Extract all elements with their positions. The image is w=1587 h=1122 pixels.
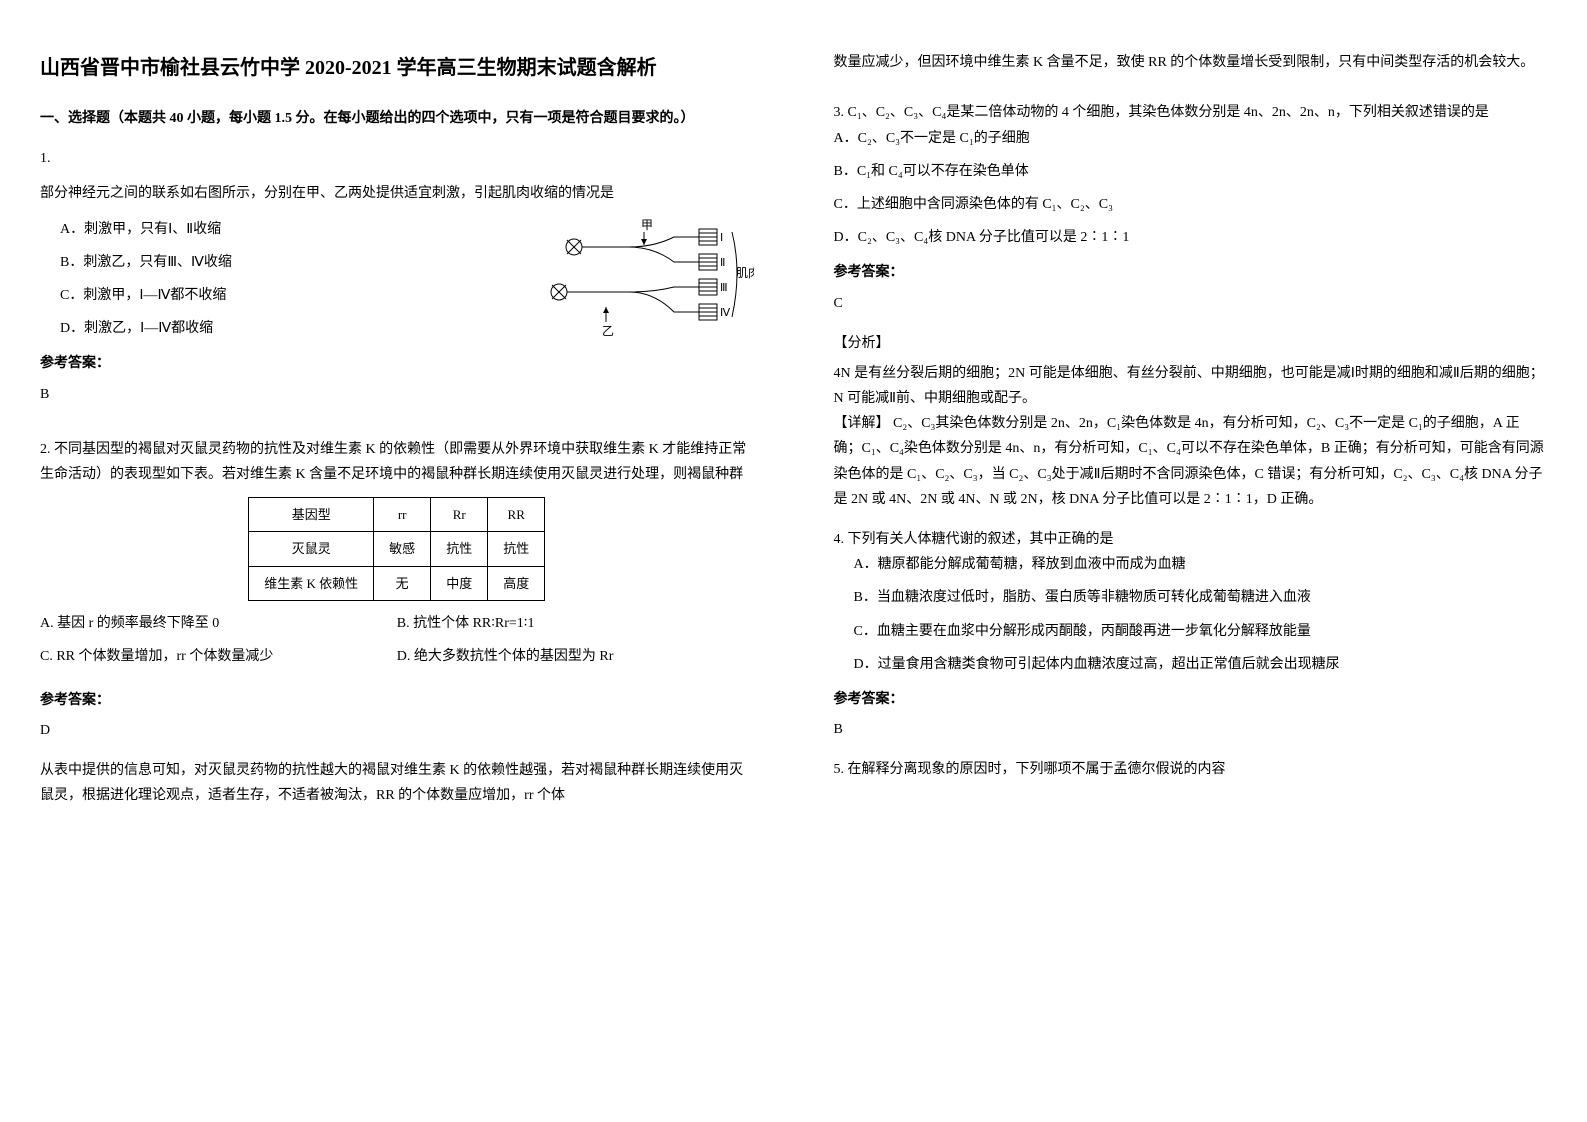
q2-table: 基因型 rr Rr RR 灭鼠灵 敏感 抗性 抗性 维生素 K 依赖性 无 中度…	[248, 497, 545, 601]
question-3-text: C₁、C₂、C₃、C₄是某二倍体动物的 4 个细胞，其染色体数分别是 4n、2n…	[848, 105, 1489, 120]
question-4: 4. 下列有关人体糖代谢的叙述，其中正确的是 A．糖原都能分解成葡萄糖，释放到血…	[834, 527, 1548, 742]
question-3-options: A．C₂、C₃不一定是 C₁的子细胞 B．C₁和 C₄可以不存在染色单体 C．上…	[834, 126, 1548, 251]
question-num-2: 2.	[40, 442, 51, 457]
question-1-text: 部分神经元之间的联系如右图所示，分别在甲、乙两处提供适宜刺激，引起肌肉收缩的情况…	[40, 181, 754, 206]
q3-analysis-label: 【分析】	[834, 331, 1548, 356]
svg-text:肌肉: 肌肉	[736, 266, 754, 280]
q3-option-c: C．上述细胞中含同源染色体的有 C₁、C₂、C₃	[834, 192, 1548, 217]
svg-text:Ⅳ: Ⅳ	[720, 307, 731, 319]
q2-table-r2c3: 高度	[488, 566, 545, 600]
q2-table-h2: Rr	[431, 498, 488, 532]
neuron-diagram: 甲 乙 Ⅰ Ⅱ	[534, 217, 754, 347]
q2-table-r2c0: 维生素 K 依赖性	[249, 566, 374, 600]
section-header: 一、选择题（本题共 40 小题，每小题 1.5 分。在每小题给出的四个选项中，只…	[40, 106, 754, 131]
q4-option-c: C．血糖主要在血浆中分解形成丙酮酸，丙酮酸再进一步氧化分解释放能量	[854, 619, 1548, 644]
q3-option-b: B．C₁和 C₄可以不存在染色单体	[834, 159, 1548, 184]
svg-text:Ⅰ: Ⅰ	[720, 232, 723, 244]
q1-answer: B	[40, 382, 754, 407]
q2-table-r1c0: 灭鼠灵	[249, 532, 374, 566]
question-num-3: 3.	[834, 105, 845, 120]
q2-table-h1: rr	[374, 498, 431, 532]
q2-option-d: D. 绝大多数抗性个体的基因型为 Rr	[397, 644, 754, 669]
q3-option-a: A．C₂、C₃不一定是 C₁的子细胞	[834, 126, 1548, 151]
question-num-4: 4.	[834, 532, 845, 547]
q2-table-r2c2: 中度	[431, 566, 488, 600]
q3-analysis: 4N 是有丝分裂后期的细胞；2N 可能是体细胞、有丝分裂前、中期细胞，也可能是减…	[834, 361, 1548, 411]
q2-table-r1c1: 敏感	[374, 532, 431, 566]
q3-option-d: D．C₂、C₃、C₄核 DNA 分子比值可以是 2∶1∶1	[834, 225, 1548, 250]
q4-option-d: D．过量食用含糖类食物可引起体内血糖浓度过高，超出正常值后就会出现糖尿	[854, 652, 1548, 677]
q2-table-r1c2: 抗性	[431, 532, 488, 566]
q2-explanation-cont: 数量应减少，但因环境中维生素 K 含量不足，致使 RR 的个体数量增长受到限制，…	[834, 50, 1548, 75]
q3-answer-label: 参考答案：	[834, 260, 1548, 285]
q2-answer: D	[40, 718, 754, 743]
q2-option-a: A. 基因 r 的频率最终下降至 0	[40, 611, 397, 636]
q2-option-b: B. 抗性个体 RR∶Rr=1∶1	[397, 611, 754, 636]
svg-text:Ⅱ: Ⅱ	[720, 257, 725, 269]
q2-table-r1c3: 抗性	[488, 532, 545, 566]
q4-answer-label: 参考答案：	[834, 687, 1548, 712]
q2-answer-label: 参考答案：	[40, 688, 754, 713]
q4-option-b: B．当血糖浓度过低时，脂肪、蛋白质等非糖物质可转化成葡萄糖进入血液	[854, 585, 1548, 610]
question-5-text: 在解释分离现象的原因时，下列哪项不属于孟德尔假说的内容	[848, 762, 1226, 777]
q1-answer-label: 参考答案：	[40, 351, 754, 376]
q3-answer: C	[834, 291, 1548, 316]
q4-answer: B	[834, 717, 1548, 742]
q3-detail-label: 【详解】	[834, 416, 890, 431]
q2-table-r2c1: 无	[374, 566, 431, 600]
q2-table-h0: 基因型	[249, 498, 374, 532]
svg-text:乙: 乙	[602, 324, 614, 338]
q4-option-a: A．糖原都能分解成葡萄糖，释放到血液中而成为血糖	[854, 552, 1548, 577]
question-num-5: 5.	[834, 762, 845, 777]
question-3: 3. C₁、C₂、C₃、C₄是某二倍体动物的 4 个细胞，其染色体数分别是 4n…	[834, 100, 1548, 512]
question-1: 1. 部分神经元之间的联系如右图所示，分别在甲、乙两处提供适宜刺激，引起肌肉收缩…	[40, 146, 754, 422]
question-2-text: 不同基因型的褐鼠对灭鼠灵药物的抗性及对维生素 K 的依赖性（即需要从外界环境中获…	[40, 442, 746, 482]
question-4-text: 下列有关人体糖代谢的叙述，其中正确的是	[848, 532, 1114, 547]
q2-table-h3: RR	[488, 498, 545, 532]
question-2-options: A. 基因 r 的频率最终下降至 0 B. 抗性个体 RR∶Rr=1∶1 C. …	[40, 611, 754, 677]
question-2: 2. 不同基因型的褐鼠对灭鼠灵药物的抗性及对维生素 K 的依赖性（即需要从外界环…	[40, 437, 754, 809]
svg-text:甲: 甲	[641, 218, 653, 232]
q2-explanation: 从表中提供的信息可知，对灭鼠灵药物的抗性越大的褐鼠对维生素 K 的依赖性越强，若…	[40, 758, 754, 808]
question-4-options: A．糖原都能分解成葡萄糖，释放到血液中而成为血糖 B．当血糖浓度过低时，脂肪、蛋…	[854, 552, 1548, 677]
svg-text:Ⅲ: Ⅲ	[720, 282, 728, 294]
question-5: 5. 在解释分离现象的原因时，下列哪项不属于孟德尔假说的内容	[834, 757, 1548, 782]
question-num-1: 1.	[40, 146, 754, 171]
exam-title: 山西省晋中市榆社县云竹中学 2020-2021 学年高三生物期末试题含解析	[40, 50, 754, 86]
q2-option-c: C. RR 个体数量增加，rr 个体数量减少	[40, 644, 397, 669]
q3-detail: C₂、C₃其染色体数分别是 2n、2n，C₁染色体数是 4n，有分析可知，C₂、…	[834, 416, 1544, 507]
